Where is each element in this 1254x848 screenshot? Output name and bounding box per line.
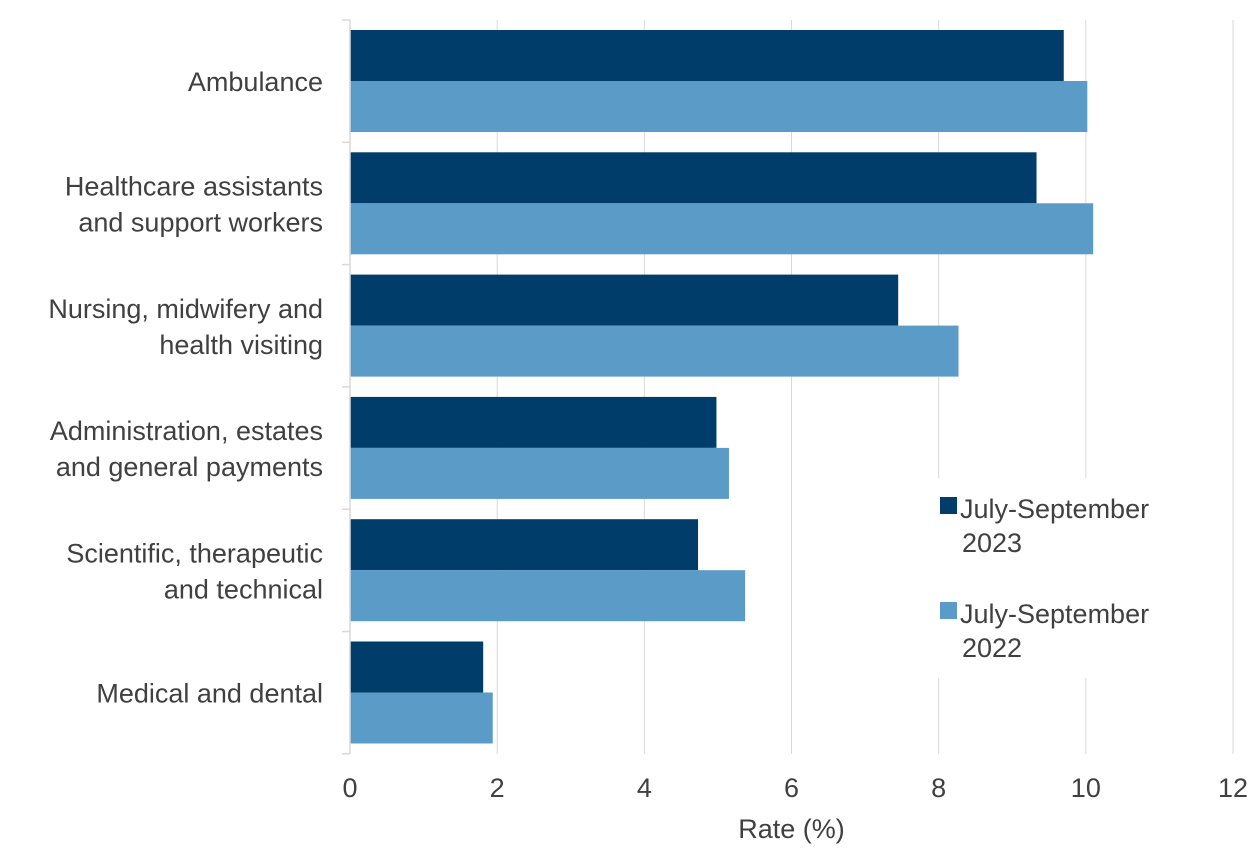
bar	[350, 325, 959, 377]
x-tick-label: 6	[784, 773, 799, 803]
category-label: Ambulance	[188, 67, 323, 97]
bars	[350, 30, 1094, 744]
category-label: Administration, estates	[50, 416, 323, 446]
category-label: and technical	[164, 574, 323, 604]
bar	[350, 396, 717, 448]
category-label: Nursing, midwifery and	[48, 294, 323, 324]
x-tick-label: 10	[1071, 773, 1101, 803]
legend-label: July-September	[960, 599, 1149, 629]
bar	[350, 570, 746, 622]
bar	[350, 152, 1037, 204]
bar	[350, 692, 493, 744]
legend-swatch	[940, 497, 957, 514]
category-label: Medical and dental	[96, 679, 323, 709]
bar	[350, 274, 899, 326]
legend-label: July-September	[960, 494, 1149, 524]
category-label: health visiting	[159, 330, 323, 360]
bar	[350, 447, 729, 499]
x-tick-label: 4	[637, 773, 652, 803]
x-tick-label: 12	[1218, 773, 1248, 803]
axes	[342, 19, 351, 755]
bar	[350, 81, 1088, 132]
legend-label: 2022	[962, 633, 1022, 663]
tick-labels: 0 2 4 6 8 10 12	[342, 773, 1248, 803]
legend-background	[930, 478, 1190, 678]
legend-swatch	[940, 602, 957, 619]
bar	[350, 203, 1094, 255]
category-label: Scientific, therapeutic	[66, 538, 323, 568]
gridlines	[496, 20, 1234, 754]
legend: July-September 2023 July-September 2022	[930, 478, 1190, 678]
category-label: and general payments	[56, 452, 323, 482]
x-tick-label: 8	[931, 773, 946, 803]
bar	[350, 641, 484, 693]
x-axis-title: Rate (%)	[738, 814, 845, 844]
category-labels: Ambulance Healthcare assistants and suppor…	[48, 67, 323, 709]
x-tick-label: 2	[490, 773, 505, 803]
bar	[350, 30, 1064, 81]
legend-label: 2023	[962, 528, 1022, 558]
category-label: Healthcare assistants	[65, 171, 323, 201]
bar	[350, 519, 699, 571]
category-label: and support workers	[78, 207, 323, 237]
x-tick-label: 0	[342, 773, 357, 803]
